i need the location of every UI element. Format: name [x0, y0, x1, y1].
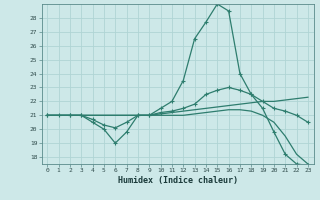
X-axis label: Humidex (Indice chaleur): Humidex (Indice chaleur): [118, 176, 237, 185]
